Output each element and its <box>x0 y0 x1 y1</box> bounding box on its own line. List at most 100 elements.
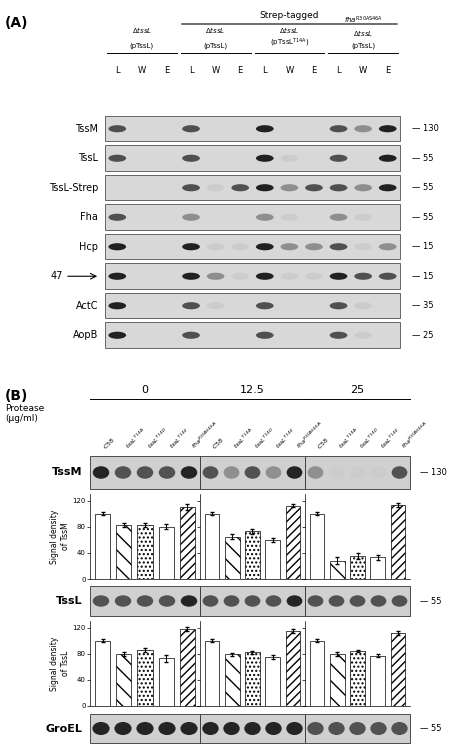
Ellipse shape <box>109 214 126 221</box>
Text: (A): (A) <box>5 16 28 30</box>
Bar <box>105 145 400 171</box>
Ellipse shape <box>330 302 347 309</box>
Ellipse shape <box>354 243 372 250</box>
Text: TssM: TssM <box>52 467 82 478</box>
Text: W: W <box>285 67 293 76</box>
Ellipse shape <box>330 214 347 221</box>
Ellipse shape <box>286 722 303 735</box>
Ellipse shape <box>281 273 298 280</box>
Bar <box>330 561 345 579</box>
Ellipse shape <box>207 184 225 191</box>
Bar <box>158 658 174 706</box>
Ellipse shape <box>109 243 126 250</box>
Bar <box>137 650 153 706</box>
Ellipse shape <box>265 722 282 735</box>
Ellipse shape <box>115 466 131 479</box>
Bar <box>200 714 305 743</box>
Ellipse shape <box>181 595 197 607</box>
Ellipse shape <box>207 302 225 309</box>
Ellipse shape <box>202 722 219 735</box>
Ellipse shape <box>256 273 273 280</box>
Ellipse shape <box>231 273 249 280</box>
Bar <box>105 293 400 318</box>
Ellipse shape <box>93 595 109 607</box>
Bar <box>105 234 400 259</box>
Bar <box>265 657 280 706</box>
Ellipse shape <box>287 595 302 607</box>
Text: (pTssL): (pTssL) <box>203 42 228 49</box>
Ellipse shape <box>349 722 365 735</box>
Ellipse shape <box>109 302 126 309</box>
Text: $fha^{\rm R30AS46A}$: $fha^{\rm R30AS46A}$ <box>344 14 383 26</box>
Ellipse shape <box>182 214 200 221</box>
Ellipse shape <box>256 155 273 162</box>
Text: W: W <box>211 67 220 76</box>
Text: — 55: — 55 <box>412 183 434 192</box>
Bar <box>370 655 385 706</box>
Ellipse shape <box>109 273 126 280</box>
Bar <box>105 264 400 289</box>
Text: $tssL^{T14E}$: $tssL^{T14E}$ <box>379 426 403 451</box>
Text: (B): (B) <box>5 389 28 403</box>
Bar <box>105 205 400 230</box>
Ellipse shape <box>281 214 298 221</box>
Text: $tssL^{T14A}$: $tssL^{T14A}$ <box>231 426 256 451</box>
Text: (pTssL): (pTssL) <box>351 42 375 49</box>
Ellipse shape <box>379 273 397 280</box>
Bar <box>245 652 260 706</box>
Text: — 35: — 35 <box>412 301 434 310</box>
Ellipse shape <box>350 466 365 479</box>
Ellipse shape <box>182 155 200 162</box>
Ellipse shape <box>371 466 386 479</box>
Bar <box>200 456 305 489</box>
Text: E: E <box>237 67 243 76</box>
Text: E: E <box>385 67 390 76</box>
Text: Hcp: Hcp <box>79 242 98 252</box>
Text: $tssL^{T14D}$: $tssL^{T14D}$ <box>357 426 383 451</box>
Text: TssL: TssL <box>78 153 98 163</box>
Bar <box>105 323 400 348</box>
Ellipse shape <box>379 125 397 132</box>
Text: $C58$: $C58$ <box>210 435 226 451</box>
Ellipse shape <box>330 184 347 191</box>
Ellipse shape <box>330 332 347 339</box>
Ellipse shape <box>202 595 219 607</box>
Text: $tssL^{T14D}$: $tssL^{T14D}$ <box>253 426 278 451</box>
Bar <box>350 651 365 706</box>
Ellipse shape <box>256 125 273 132</box>
Bar <box>205 513 219 579</box>
Ellipse shape <box>207 243 225 250</box>
Ellipse shape <box>137 466 153 479</box>
Bar <box>391 633 405 706</box>
Ellipse shape <box>370 722 387 735</box>
Ellipse shape <box>354 273 372 280</box>
Ellipse shape <box>354 125 372 132</box>
Text: L: L <box>263 67 267 76</box>
Ellipse shape <box>287 466 302 479</box>
Text: (pTssL): (pTssL) <box>130 42 154 49</box>
Text: 25: 25 <box>350 385 365 395</box>
Ellipse shape <box>256 214 273 221</box>
Ellipse shape <box>137 722 154 735</box>
Bar <box>95 513 110 579</box>
Ellipse shape <box>265 466 282 479</box>
Ellipse shape <box>330 155 347 162</box>
Ellipse shape <box>392 722 408 735</box>
Ellipse shape <box>109 332 126 339</box>
Text: — 130: — 130 <box>420 468 447 477</box>
Text: $tssL^{T14E}$: $tssL^{T14E}$ <box>167 426 192 451</box>
Y-axis label: Signal density
of TssL: Signal density of TssL <box>50 637 70 691</box>
Ellipse shape <box>350 595 365 607</box>
Ellipse shape <box>158 722 175 735</box>
Text: ActC: ActC <box>75 301 98 311</box>
Ellipse shape <box>159 466 175 479</box>
Ellipse shape <box>256 302 273 309</box>
Text: L: L <box>189 67 193 76</box>
Ellipse shape <box>305 273 323 280</box>
Ellipse shape <box>330 273 347 280</box>
Text: AopB: AopB <box>73 330 98 340</box>
Bar <box>158 527 174 579</box>
Text: TssL-Strep: TssL-Strep <box>49 183 98 193</box>
Ellipse shape <box>379 184 397 191</box>
Ellipse shape <box>181 722 198 735</box>
